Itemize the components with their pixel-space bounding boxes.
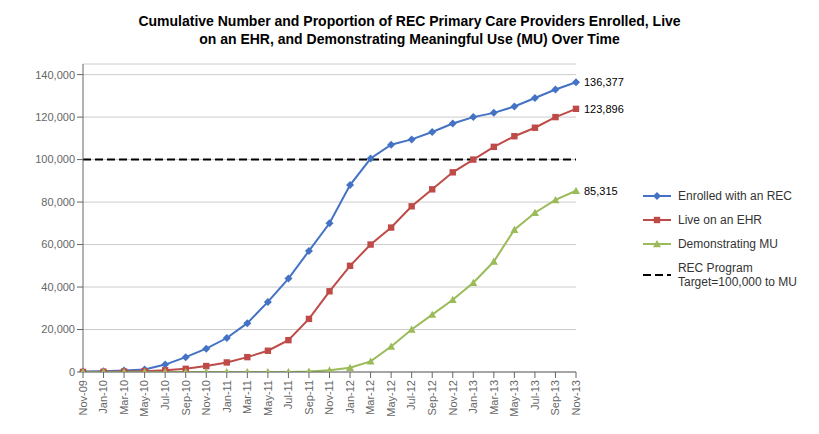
- svg-text:Jul-13: Jul-13: [529, 380, 541, 410]
- svg-text:Nov-10: Nov-10: [200, 380, 212, 415]
- svg-text:Jan-13: Jan-13: [467, 380, 479, 414]
- svg-text:Nov-09: Nov-09: [77, 380, 89, 415]
- svg-text:Nov-13: Nov-13: [570, 380, 582, 415]
- svg-text:Sep-12: Sep-12: [426, 380, 438, 415]
- svg-text:Jul-10: Jul-10: [159, 380, 171, 410]
- svg-text:Mar-10: Mar-10: [118, 380, 130, 415]
- svg-text:May-12: May-12: [385, 380, 397, 417]
- svg-text:Sep-13: Sep-13: [549, 380, 561, 415]
- svg-text:40,000: 40,000: [41, 281, 75, 293]
- svg-text:60,000: 60,000: [41, 238, 75, 250]
- html-text:Live on an EHR: Live on an EHR: [678, 213, 762, 227]
- html-text:Enrolled with an REC: Enrolled with an REC: [678, 189, 792, 203]
- svg-text:Nov-11: Nov-11: [323, 380, 335, 415]
- svg-text:Jul-11: Jul-11: [282, 380, 294, 409]
- svg-text:Jan-11: Jan-11: [221, 380, 233, 413]
- svg-text:123,896: 123,896: [584, 103, 624, 115]
- svg-text:Sep-11: Sep-11: [303, 380, 315, 415]
- html-text:REC Program Target=100,000 to: REC Program Target=100,000 to MU: [678, 261, 797, 289]
- svg-text:Jan-10: Jan-10: [97, 380, 109, 414]
- svg-text:0: 0: [69, 366, 75, 378]
- svg-text:Mar-12: Mar-12: [364, 380, 376, 415]
- html-text:Cumulative Number and Proporti: Cumulative Number and Proportion of REC …: [138, 13, 681, 47]
- svg-text:May-11: May-11: [262, 380, 274, 416]
- svg-text:Mar-11: Mar-11: [241, 380, 253, 414]
- svg-text:85,315: 85,315: [584, 185, 618, 197]
- svg-text:140,000: 140,000: [35, 69, 75, 81]
- html-text:Demonstrating MU: Demonstrating MU: [678, 237, 778, 251]
- svg-text:Jul-12: Jul-12: [405, 380, 417, 410]
- svg-text:May-13: May-13: [508, 380, 520, 417]
- svg-text:Nov-12: Nov-12: [447, 380, 459, 415]
- svg-text:Mar-13: Mar-13: [488, 380, 500, 415]
- svg-text:May-10: May-10: [138, 380, 150, 417]
- svg-text:136,377: 136,377: [584, 76, 624, 88]
- svg-text:Jan-12: Jan-12: [344, 380, 356, 414]
- svg-text:20,000: 20,000: [41, 323, 75, 335]
- svg-text:80,000: 80,000: [41, 196, 75, 208]
- svg-text:Sep-10: Sep-10: [179, 380, 191, 415]
- svg-text:100,000: 100,000: [35, 153, 75, 165]
- svg-text:120,000: 120,000: [35, 111, 75, 123]
